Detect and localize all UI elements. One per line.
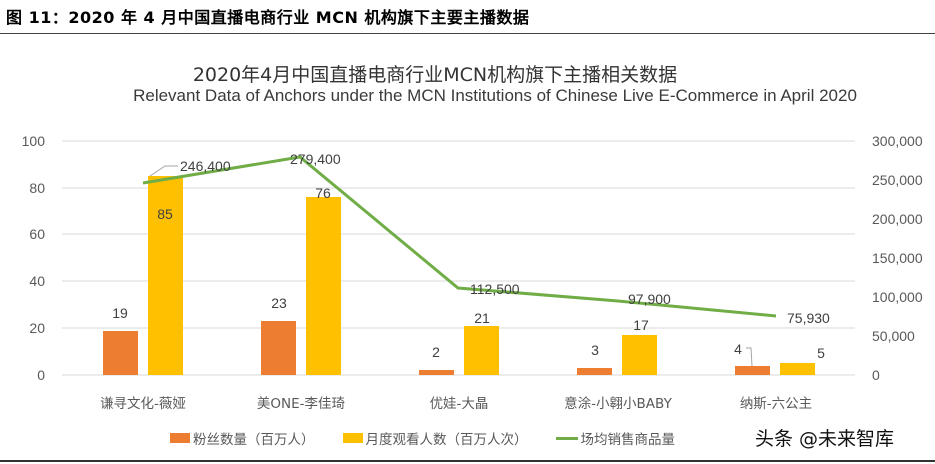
data-label: 23 — [271, 295, 287, 311]
left-tick: 40 — [29, 273, 45, 289]
bar-views — [622, 335, 657, 375]
left-tick: 0 — [37, 367, 45, 383]
bar-views — [148, 176, 183, 375]
x-axis: 谦寻文化-薇娅 美ONE-李佳琦 优娃-大晶 意涂-小翱小BABY 纳斯-六公主 — [100, 395, 812, 412]
gridlines — [62, 140, 855, 376]
right-tick: 200,000 — [872, 211, 923, 227]
bar-views — [306, 197, 341, 375]
figure-title: 图 11：2020 年 4 月中国直播电商行业 MCN 机构旗下主要主播数据 — [6, 8, 530, 27]
category-label: 谦寻文化-薇娅 — [100, 396, 186, 412]
category-label: 美ONE-李佳琦 — [257, 396, 345, 412]
right-tick: 150,000 — [872, 250, 923, 266]
data-label: 112,500 — [470, 281, 520, 297]
right-axis: 0 50,000 100,000 150,000 200,000 250,000… — [872, 133, 923, 383]
bar-fans — [103, 331, 138, 375]
legend-label: 月度观看人数（百万人次） — [365, 432, 528, 448]
data-label: 279,400 — [290, 151, 341, 167]
right-tick: 0 — [872, 367, 880, 383]
views-labels: 85 76 21 17 5 — [157, 185, 825, 361]
chart-legend: 粉丝数量（百万人） 月度观看人数（百万人次） 场均销售商品量 — [170, 428, 703, 448]
legend-swatch-yellow — [342, 433, 363, 443]
bar-fans — [577, 368, 612, 375]
series-views — [148, 176, 815, 375]
legend-line-green — [555, 436, 578, 440]
sales-labels: 246,400 279,400 112,500 97,900 75,930 — [180, 151, 830, 326]
right-tick: 100,000 — [872, 289, 923, 305]
top-divider — [0, 33, 935, 34]
data-label: 17 — [633, 317, 649, 333]
left-tick: 60 — [29, 226, 45, 242]
left-tick: 20 — [29, 320, 45, 336]
bar-fans — [419, 370, 454, 375]
legend-swatch-orange — [170, 433, 190, 443]
right-tick: 250,000 — [872, 172, 923, 188]
left-axis: 0 20 40 60 80 100 — [22, 133, 46, 383]
data-label: 246,400 — [180, 158, 231, 174]
data-label: 76 — [315, 185, 331, 201]
series-sales-line — [142, 155, 777, 318]
chart-title-en: Relevant Data of Anchors under the MCN I… — [133, 86, 857, 105]
legend-item-fans: 粉丝数量（百万人） — [170, 428, 315, 448]
data-label: 19 — [112, 305, 128, 321]
data-label: 2 — [432, 344, 440, 360]
fans-labels: 19 23 2 3 4 — [112, 295, 742, 360]
watermark: 头条 @未来智库 — [755, 428, 895, 450]
series-fans — [103, 321, 770, 375]
leader-line — [746, 347, 753, 367]
legend-label: 场均销售商品量 — [580, 432, 676, 448]
bar-views — [780, 363, 815, 375]
legend-item-sales: 场均销售商品量 — [555, 428, 676, 448]
category-label: 优娃-大晶 — [430, 396, 489, 412]
chart-title-zh: 2020年4月中国直播电商行业MCN机构旗下主播相关数据 — [192, 64, 678, 86]
leader-line — [149, 165, 178, 177]
category-label: 意涂-小翱小BABY — [564, 395, 672, 412]
left-tick: 80 — [29, 180, 45, 196]
legend-label: 粉丝数量（百万人） — [193, 432, 315, 448]
data-label: 75,930 — [787, 310, 830, 326]
right-tick: 50,000 — [872, 328, 915, 344]
data-label: 4 — [734, 341, 742, 357]
legend-item-views: 月度观看人数（百万人次） — [342, 428, 528, 448]
data-label: 85 — [157, 206, 173, 222]
category-label: 纳斯-六公主 — [740, 396, 812, 412]
data-label: 5 — [817, 345, 825, 361]
left-tick: 100 — [22, 133, 46, 149]
data-label: 21 — [474, 310, 490, 326]
data-label: 3 — [591, 342, 599, 358]
bar-views — [464, 326, 499, 375]
data-label: 97,900 — [628, 291, 671, 307]
bar-fans — [261, 321, 296, 375]
bar-fans — [735, 366, 770, 375]
bottom-divider — [0, 460, 935, 462]
right-tick: 300,000 — [872, 133, 923, 149]
